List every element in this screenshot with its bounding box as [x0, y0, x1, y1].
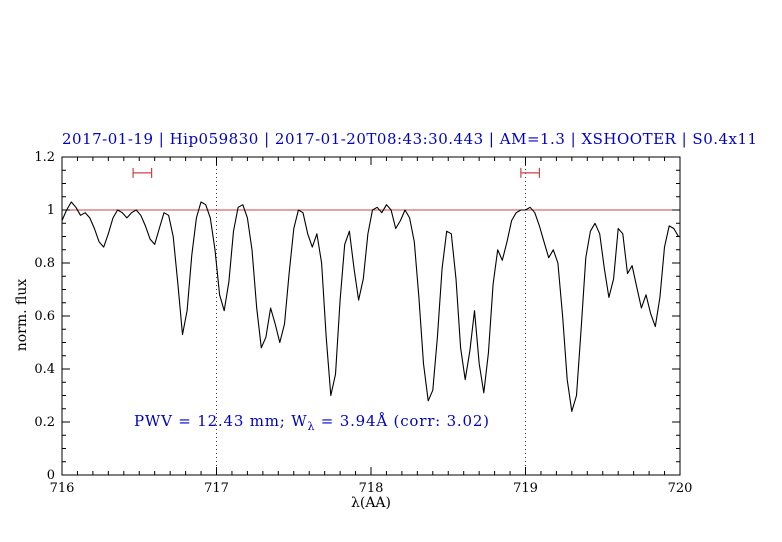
- plot-title: 2017-01-19 | Hip059830 | 2017-01-20T08:4…: [62, 130, 758, 148]
- y-axis-label: norm. flux: [14, 278, 30, 352]
- y-tick-label: 0.6: [34, 309, 55, 324]
- y-tick-label: 0.4: [34, 362, 55, 377]
- y-tick-label: 0.2: [34, 415, 55, 430]
- spectrum-line: [61, 201, 679, 412]
- y-tick-label: 0.8: [34, 256, 55, 271]
- x-tick-label: 720: [668, 481, 693, 496]
- y-tick-label: 0: [47, 468, 55, 483]
- pwv-annotation: PWV = 12.43 mm; Wλ = 3.94Å (corr: 3.02): [134, 412, 490, 433]
- y-tick-label: 1: [47, 203, 55, 218]
- axis-ticks: [61, 156, 681, 476]
- x-axis-label: λ(AA): [350, 495, 392, 511]
- x-tick-label: 717: [204, 481, 229, 496]
- tick-labels: 716 717 718 719 720 0 0.2 0.4 0.6 0.8 1 1.2: [34, 150, 692, 496]
- pwv-annotation-suffix: = 3.94Å (corr: 3.02): [315, 412, 490, 430]
- range-markers: [132, 167, 541, 178]
- x-tick-label: 719: [513, 481, 538, 496]
- y-tick-label: 1.2: [34, 150, 55, 165]
- pwv-annotation-prefix: PWV = 12.43 mm; W: [134, 412, 308, 430]
- pwv-annotation-subscript: λ: [307, 420, 316, 433]
- x-tick-label: 716: [50, 481, 75, 496]
- x-tick-label: 718: [359, 481, 384, 496]
